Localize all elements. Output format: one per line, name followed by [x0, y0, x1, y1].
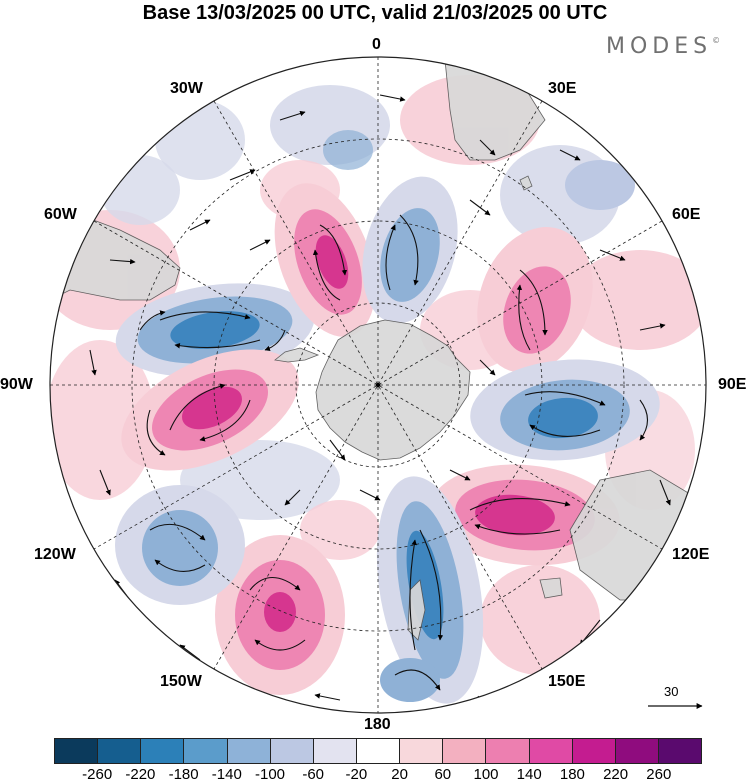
- colorbar-tick-label: -100: [254, 766, 286, 783]
- colorbar-tick-label: -220: [125, 766, 156, 783]
- colorbar: [54, 738, 702, 764]
- lon-label-120w: 120W: [34, 546, 76, 563]
- colorbar-segment: [55, 739, 99, 763]
- lon-label-90w: 90W: [0, 376, 33, 393]
- south-pole-marker: [375, 382, 381, 388]
- lon-label-120e: 120E: [672, 546, 710, 563]
- lon-label-180: 180: [364, 716, 391, 733]
- kerguelen: [519, 175, 533, 191]
- lon-label-30e: 30E: [548, 80, 577, 97]
- colorbar-tick-label: -60: [302, 766, 325, 783]
- colorbar-tick-label: 180: [559, 766, 585, 783]
- colorbar-ticks: -260 -220 -180 -140 -100 -60 -20 20 60 100 140 180 2…: [0, 766, 750, 783]
- colorbar-tick-label: 20: [391, 766, 408, 783]
- colorbar-segment: [227, 739, 271, 763]
- colorbar-tick-label: 100: [473, 766, 499, 783]
- lon-label-150e: 150E: [548, 673, 586, 690]
- lon-label-60w: 60W: [44, 206, 77, 223]
- colorbar-tick-label: 140: [516, 766, 542, 783]
- colorbar-tick-label: 260: [646, 766, 672, 783]
- antarctic-peninsula: [274, 347, 320, 363]
- colorbar-tick-label: 60: [434, 766, 452, 783]
- lon-label-150w: 150W: [160, 673, 202, 690]
- colorbar-tick-label: -20: [345, 766, 368, 783]
- lon-label-60e: 60E: [672, 206, 701, 223]
- colorbar-segment: [615, 739, 659, 763]
- lon-label-90e: 90E: [718, 376, 747, 393]
- colorbar-segment: [313, 739, 357, 763]
- reference-vector-label: 30: [664, 684, 679, 699]
- colorbar-segment: [270, 739, 314, 763]
- colorbar-tick-label: -260: [82, 766, 113, 783]
- chart-title: Base 13/03/2025 00 UTC, valid 21/03/2025…: [142, 2, 608, 24]
- tasmania: [539, 577, 563, 599]
- colorbar-segment: [356, 739, 401, 763]
- new-zealand: [407, 579, 426, 641]
- colorbar-segment: [184, 739, 228, 763]
- colorbar-segment: [486, 739, 530, 763]
- modes-logo: MODES©: [606, 34, 720, 59]
- colorbar-tick-label: -180: [168, 766, 199, 783]
- colorbar-tick-label: -140: [211, 766, 242, 783]
- colorbar-segment: [529, 739, 573, 763]
- lon-label-0: 0: [372, 36, 381, 53]
- colorbar-segment: [658, 739, 702, 763]
- map-disk: [50, 57, 706, 713]
- colorbar-tick-label: 220: [603, 766, 629, 783]
- colorbar-segment: [400, 739, 444, 763]
- graticule: [50, 57, 706, 713]
- lon-label-30w: 30W: [170, 80, 203, 97]
- colorbar-segment: [572, 739, 616, 763]
- colorbar-segment: [98, 739, 142, 763]
- colorbar-segment: [443, 739, 487, 763]
- logo-copyright: ©: [712, 36, 721, 45]
- logo-text: MODES: [606, 34, 713, 59]
- wind-vectors: [89, 94, 671, 701]
- map-boundary: [49, 56, 707, 714]
- colorbar-segment: [141, 739, 185, 763]
